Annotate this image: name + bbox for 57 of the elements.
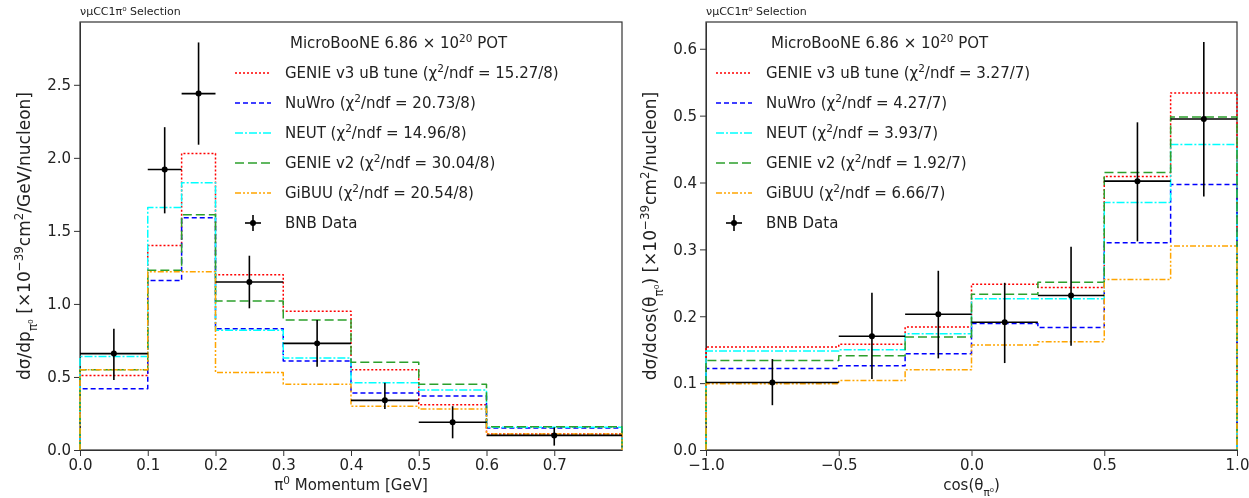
x-axis-title: π$^{0}$ Momentum [GeV] (274, 474, 428, 494)
y-tick-label: 0.0 (47, 441, 71, 460)
legend-label: GENIE v2 (χ$^{2}$/ndf = 1.92/7) (766, 152, 967, 172)
point (110, 350, 117, 357)
x-tick-label: 0.0 (68, 455, 93, 474)
y-tick-label: 0.1 (673, 374, 697, 393)
chart-title: νμCC1π⁰ Selection (80, 5, 181, 18)
legend-label: GENIE v3 uB tune (χ$^{2}$/ndf = 15.27/8) (285, 62, 559, 82)
x-tick-label: 0.6 (475, 455, 499, 474)
y-tick-label: 0.5 (673, 106, 697, 125)
point (195, 90, 202, 97)
x-tick-label: 1.0 (1225, 455, 1249, 474)
y-tick-label: 0.3 (673, 240, 697, 259)
legend-label: NuWro (χ$^{2}$/ndf = 20.73/8) (285, 92, 476, 112)
x-tick-label: 0.0 (960, 455, 984, 474)
y-tick-label: 1.5 (47, 222, 71, 241)
x-tick-label: 0.5 (1092, 455, 1117, 474)
legend-label: GENIE v2 (χ$^{2}$/ndf = 30.04/8) (285, 152, 496, 172)
x-tick-label: 0.5 (407, 455, 432, 474)
x-tick-label: −0.5 (821, 455, 858, 474)
point (1068, 292, 1075, 299)
legend-label: NEUT (χ$^{2}$/ndf = 14.96/8) (285, 122, 467, 142)
point (246, 279, 253, 285)
legend-title: MicroBooNE 6.86 × 10$^{20}$ POT (771, 32, 990, 52)
point (449, 419, 456, 426)
x-tick-label: 0.4 (339, 455, 364, 474)
point (314, 340, 321, 347)
x-tick-label: 0.1 (136, 455, 161, 474)
y-tick-label: 0.5 (47, 368, 71, 387)
x-tick-label: 0.2 (204, 455, 228, 474)
legend-label: NEUT (χ$^{2}$/ndf = 3.93/7) (766, 122, 939, 142)
legend-label: GENIE v3 uB tune (χ$^{2}$/ndf = 3.27/7) (766, 62, 1031, 82)
point (769, 379, 776, 386)
point (1134, 178, 1141, 185)
y-tick-label: 1.0 (47, 295, 71, 314)
legend-label: GiBUU (χ$^{2}$/ndf = 20.54/8) (285, 182, 474, 202)
legend-title: MicroBooNE 6.86 × 10$^{20}$ POT (290, 32, 509, 52)
y-tick-label: 0.2 (673, 307, 697, 326)
y-tick-label: 0.4 (673, 173, 697, 192)
y-tick-label: 0.6 (673, 40, 697, 59)
point (161, 166, 168, 173)
x-tick-label: 0.3 (271, 455, 296, 474)
y-tick-label: 2.5 (47, 76, 71, 95)
legend-label: NuWro (χ$^{2}$/ndf = 4.27/7) (766, 92, 948, 112)
y-tick-label: 2.0 (47, 149, 71, 168)
point (1001, 319, 1008, 326)
legend-label: GiBUU (χ$^{2}$/ndf = 6.66/7) (766, 182, 946, 202)
point (381, 397, 388, 404)
point (868, 333, 875, 340)
legend-label: BNB Data (285, 214, 358, 232)
point (1200, 115, 1207, 122)
chart-title: νμCC1π⁰ Selection (706, 5, 807, 18)
legend-label: BNB Data (766, 214, 839, 232)
point (935, 311, 942, 318)
x-axis-title: cos(θ$_{π⁰}$) (943, 476, 1000, 498)
point (551, 432, 558, 439)
x-tick-label: 0.7 (542, 455, 567, 474)
